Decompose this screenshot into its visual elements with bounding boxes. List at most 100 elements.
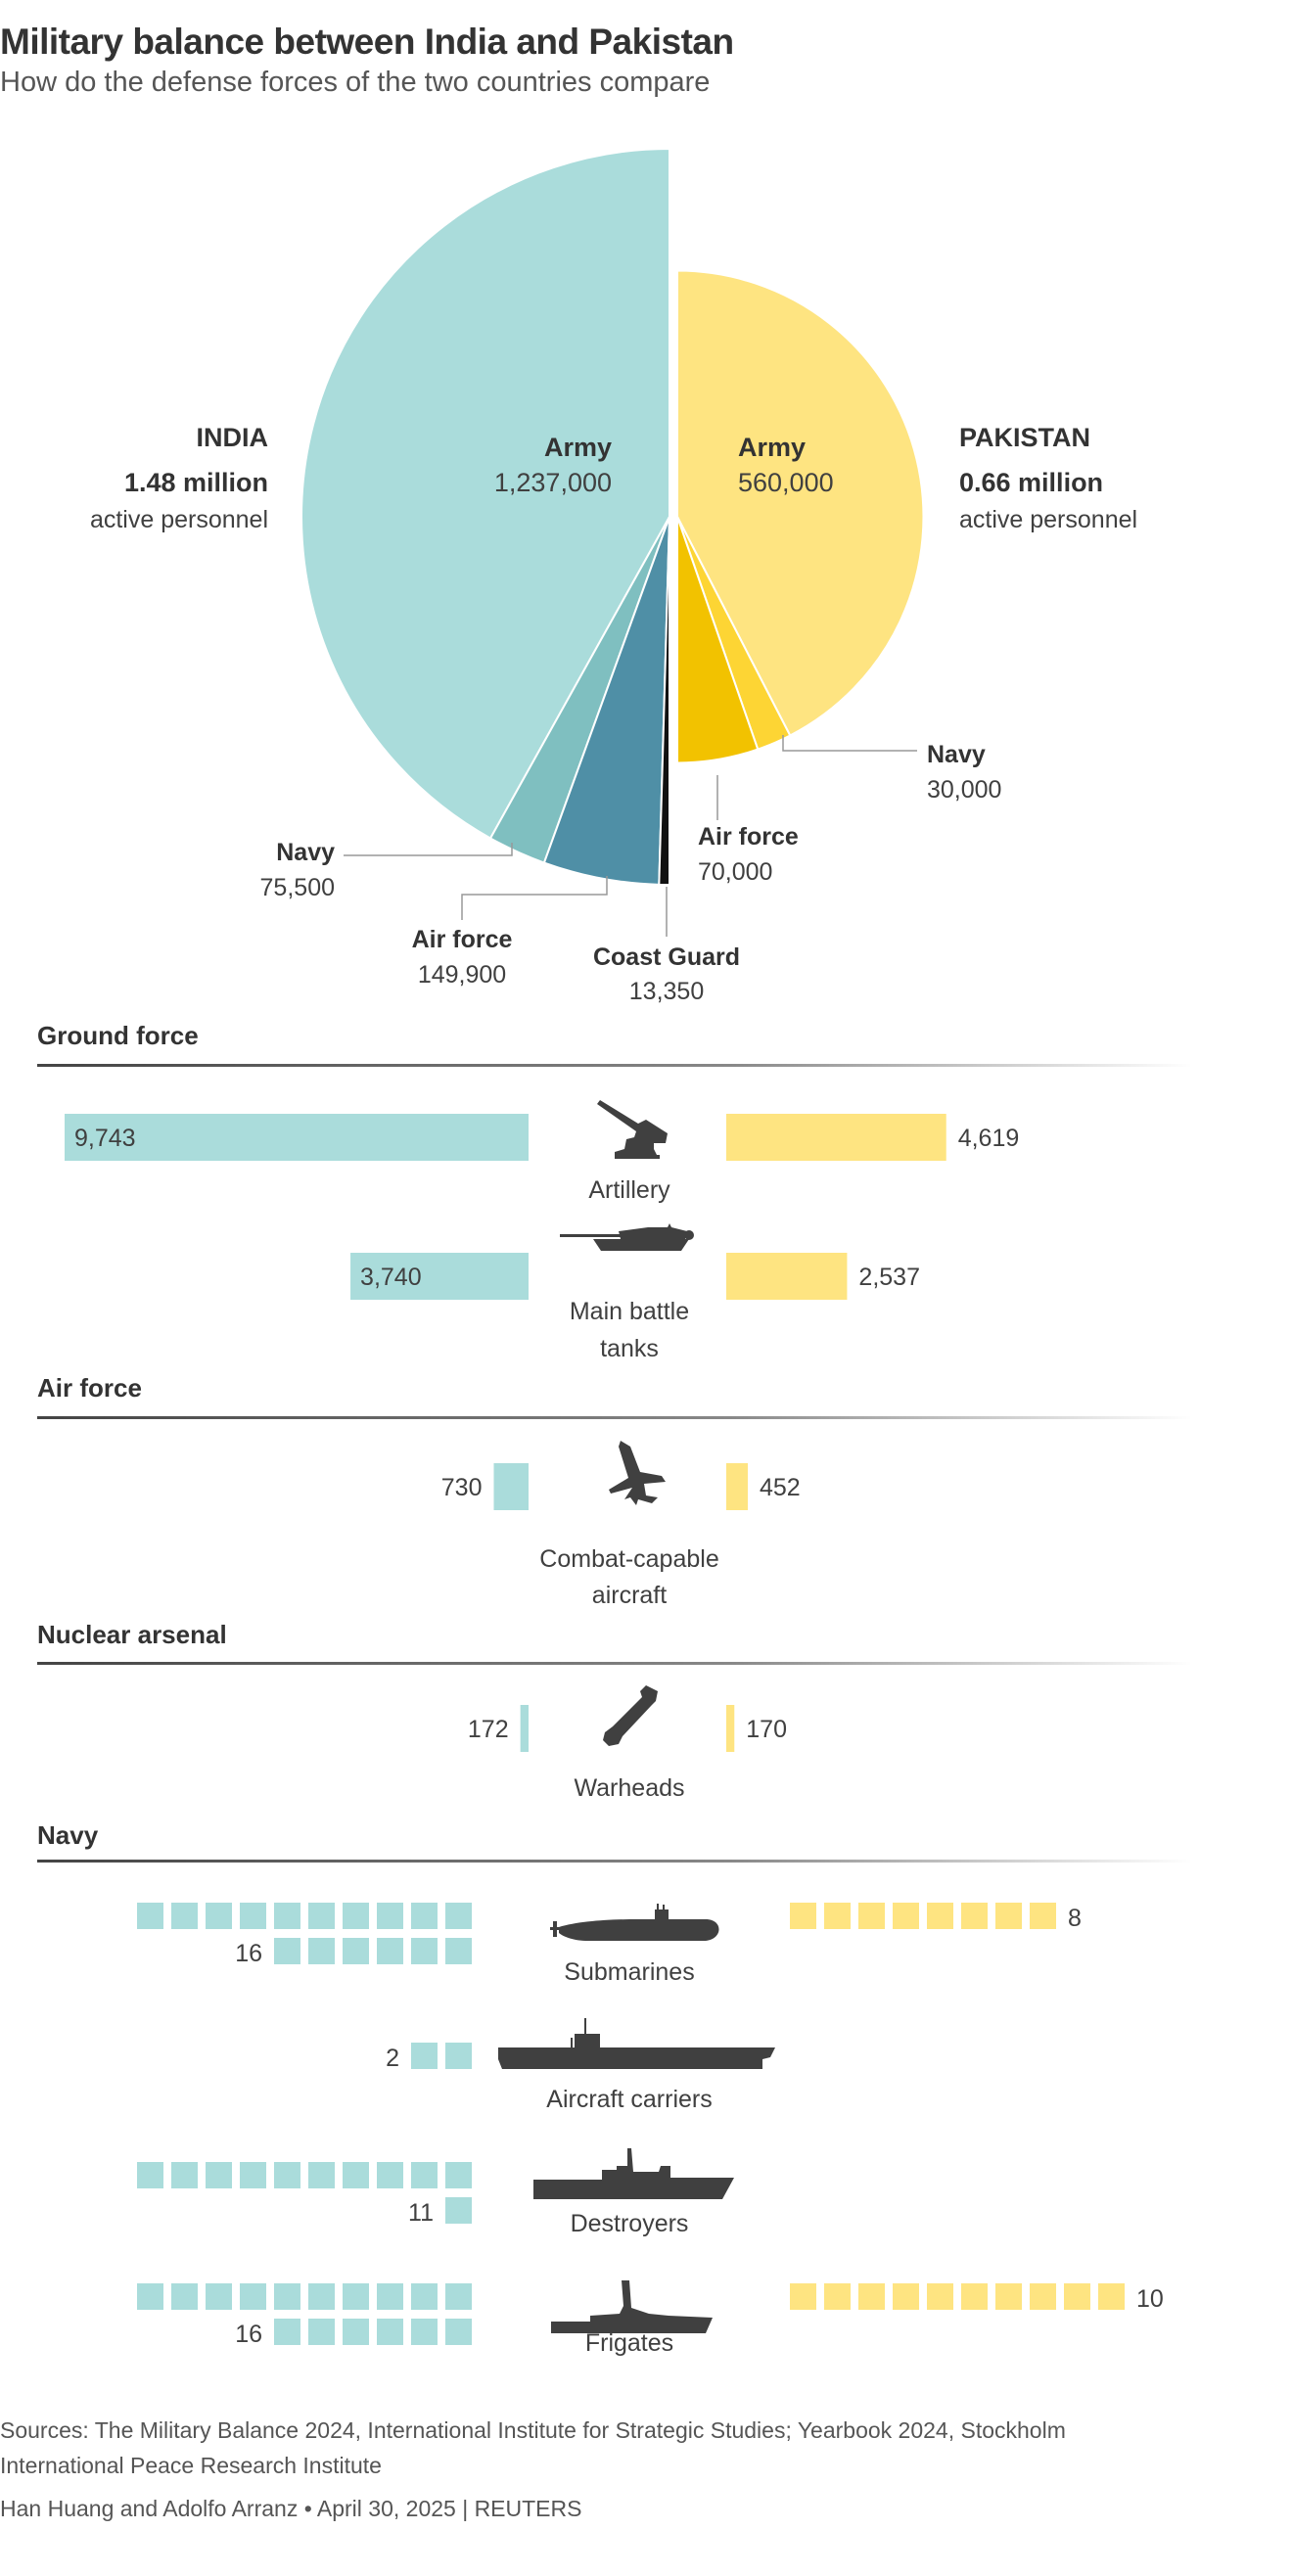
india-unit-square [274, 1903, 300, 1929]
india-unit-square [343, 2162, 369, 2188]
india-unit-square [445, 2319, 472, 2345]
pakistan-unit-square [1030, 1903, 1056, 1929]
india-unit-square [411, 2283, 438, 2310]
india-unit-square [343, 2319, 369, 2345]
tanks-label-line2: tanks [600, 1335, 659, 1362]
pakistan-value-label: 452 [760, 1474, 801, 1501]
india-unit-square [240, 1903, 266, 1929]
india-unit-square [274, 2283, 300, 2310]
section-navy: Navy [37, 1820, 99, 1850]
pakistan-unit-square [893, 1903, 919, 1929]
section-divider [37, 1064, 1192, 1067]
india-value-label: 172 [468, 1716, 509, 1743]
india-navy-label: Navy [276, 839, 335, 866]
pakistan-unit-square [961, 2283, 988, 2310]
india-label: INDIA [196, 423, 269, 452]
india-unit-square [411, 2162, 438, 2188]
pakistan-unit-square [824, 1903, 851, 1929]
india-total: 1.48 million [123, 468, 268, 497]
pakistan-value-label: 170 [746, 1716, 787, 1743]
india-bar [350, 1253, 529, 1300]
india-army-slice [300, 147, 670, 840]
india-coastguard-value: 13,350 [628, 978, 705, 1005]
section-air-force: Air force [37, 1373, 142, 1403]
section-nuclear-arsenal: Nuclear arsenal [37, 1620, 227, 1649]
india-unit-square [206, 1903, 232, 1929]
sources-note-cont: International Peace Research Institute [0, 2453, 382, 2478]
india-unit-square [343, 1938, 369, 1964]
india-unit-square [171, 2162, 198, 2188]
india-army-label: Army [543, 433, 612, 462]
india-airforce-value: 149,900 [417, 961, 507, 989]
india-unit-square [445, 2283, 472, 2310]
section-ground-force: Ground force [37, 1021, 199, 1050]
pakistan-army-value: 560,000 [738, 468, 834, 497]
india-unit-square [411, 2319, 438, 2345]
destroyer-icon [533, 2148, 734, 2199]
india-unit-square [445, 1903, 472, 1929]
warhead-icon [603, 1685, 658, 1746]
india-unit-square [308, 2283, 335, 2310]
india-unit-square [377, 1903, 403, 1929]
india-coastguard-label: Coast Guard [592, 943, 741, 971]
pakistan-unit-square [858, 2283, 885, 2310]
artillery-label: Artillery [588, 1176, 670, 1204]
india-count-label: 2 [386, 2045, 399, 2072]
leader-line [461, 876, 608, 920]
india-unit-square [377, 2319, 403, 2345]
pakistan-airforce-label: Air force [698, 823, 799, 851]
pakistan-navy-label: Navy [927, 741, 986, 768]
sources-note: Sources: The Military Balance 2024, Inte… [0, 2417, 1066, 2443]
pakistan-unit-square [927, 1903, 953, 1929]
india-unit-square [137, 2162, 163, 2188]
pakistan-unit-square [893, 2283, 919, 2310]
india-count-label: 11 [408, 2199, 434, 2227]
aircraft-carriers-label: Aircraft carriers [546, 2086, 713, 2113]
frigate-icon [551, 2280, 713, 2333]
section-divider [37, 1860, 1192, 1863]
india-count-label: 16 [235, 2321, 262, 2348]
tank-icon [560, 1223, 694, 1251]
submarine-icon [550, 1904, 719, 1941]
section-divider [37, 1416, 1192, 1419]
aircraft-label-line2: aircraft [591, 1582, 668, 1609]
fighter-jet-icon [609, 1441, 666, 1505]
pakistan-navy-value: 30,000 [927, 776, 1002, 804]
warheads-label: Warheads [574, 1774, 685, 1802]
india-bar [520, 1705, 529, 1752]
india-unit-square [274, 1938, 300, 1964]
pakistan-unit-square [995, 2283, 1022, 2310]
india-value-label: 9,743 [74, 1125, 136, 1152]
india-unit-square [445, 2162, 472, 2188]
aircraft-label-line1: Combat-capable [539, 1545, 719, 1573]
india-unit-square [377, 1938, 403, 1964]
pakistan-unit-square [1098, 2283, 1125, 2310]
india-unit-square [411, 1938, 438, 1964]
pakistan-unit-square [824, 2283, 851, 2310]
india-unit-square [445, 2197, 472, 2224]
india-unit-square [274, 2162, 300, 2188]
tanks-label-line1: Main battle [569, 1298, 690, 1325]
india-unit-square [240, 2283, 266, 2310]
india-bar [493, 1463, 529, 1510]
section-divider [37, 1662, 1192, 1665]
aircraft-carrier-icon [498, 2018, 775, 2069]
india-army-value: 1,237,000 [493, 468, 612, 497]
page-title: Military balance between India and Pakis… [0, 22, 734, 62]
india-unit-square [343, 2283, 369, 2310]
india-unit-square [137, 2283, 163, 2310]
pakistan-airforce-value: 70,000 [698, 858, 773, 886]
india-unit-square [240, 2162, 266, 2188]
artillery-icon [597, 1100, 668, 1159]
pakistan-unit-square [858, 1903, 885, 1929]
pakistan-bar [726, 1705, 735, 1752]
pakistan-value-label: 4,619 [958, 1125, 1020, 1152]
india-unit-square [343, 1903, 369, 1929]
india-unit-square [137, 1903, 163, 1929]
pakistan-bar [726, 1463, 748, 1510]
india-airforce-label: Air force [411, 926, 513, 953]
credit-line: Han Huang and Adolfo Arranz • April 30, … [0, 2496, 582, 2521]
pakistan-bar [726, 1114, 946, 1161]
